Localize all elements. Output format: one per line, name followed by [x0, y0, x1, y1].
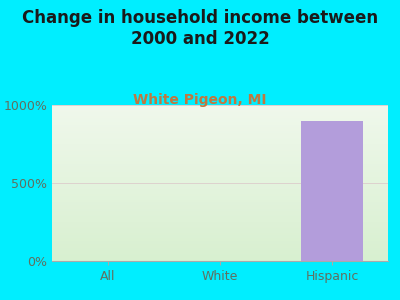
Text: White Pigeon, MI: White Pigeon, MI	[133, 93, 267, 107]
Bar	[301, 121, 363, 261]
Text: Change in household income between
2000 and 2022: Change in household income between 2000 …	[22, 9, 378, 48]
